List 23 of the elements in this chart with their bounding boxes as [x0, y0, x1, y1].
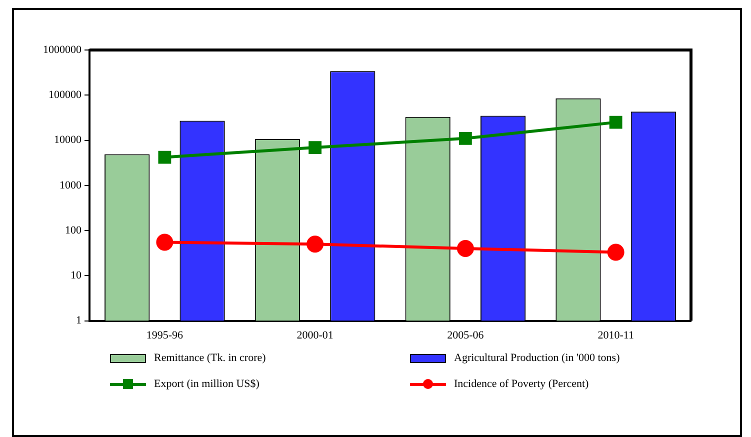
legend-label: Export (in million US$) [154, 378, 260, 390]
legend-label: Incidence of Poverty (Percent) [454, 378, 589, 390]
x-tick-label: 2000-01 [296, 329, 334, 342]
x-tick-label: 2005-06 [447, 329, 484, 342]
x-tick-label: 2010-11 [598, 329, 634, 342]
y-tick-label: 10 [70, 270, 82, 282]
point [308, 141, 322, 154]
point [458, 132, 472, 145]
x-tick-label: 1995-96 [146, 329, 184, 342]
y-tick-label: 1000 [60, 179, 82, 192]
y-tick-label: 100 [65, 224, 82, 236]
legend-label: Agricultural Production (in '000 tons) [454, 352, 620, 364]
legend-label: Remittance (Tk. in crore) [154, 352, 266, 364]
point [158, 150, 172, 164]
y-tick-label: 10000 [54, 134, 82, 146]
y-tick-label: 1 [76, 314, 82, 327]
y-tick-label: 1000000 [43, 44, 82, 56]
point [156, 234, 174, 251]
point [306, 236, 324, 253]
point [456, 240, 474, 257]
y-tick-label: 100000 [48, 89, 82, 102]
point [609, 116, 622, 129]
point [607, 244, 624, 261]
